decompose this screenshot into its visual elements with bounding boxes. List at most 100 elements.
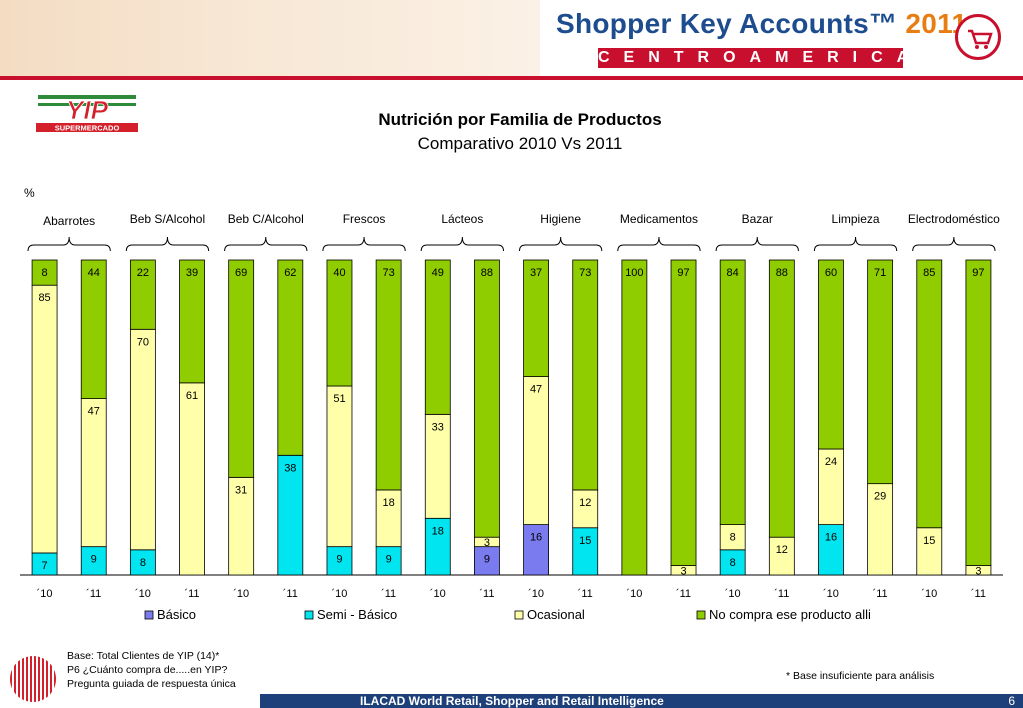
data-label: 84 [727,267,739,279]
group-brace [715,236,799,252]
data-label: 40 [333,267,345,279]
bar-segment [31,284,58,554]
bar-segment [867,483,894,576]
data-label: 9 [336,554,342,566]
data-label: 88 [776,267,788,279]
data-label: 71 [874,267,886,279]
x-tick-label: ´11 [676,588,691,600]
x-tick-label: ´10 [332,588,348,600]
bar-segment [326,385,353,548]
x-tick-label: ´11 [184,588,199,600]
bar-segment [719,524,746,551]
bar-segment [129,259,156,330]
group-label: Bazar [742,212,773,226]
data-label: 7 [42,560,48,572]
group-label: Lácteos [441,212,483,226]
data-label: 18 [383,497,395,509]
bar-segment [572,527,599,576]
data-label: 16 [825,532,837,544]
x-tick-label: ´10 [528,588,544,600]
data-label: 15 [579,535,591,547]
data-label: 3 [975,565,981,577]
group-brace [813,236,898,252]
bar-segment [719,549,746,576]
x-tick-label: ´11 [381,588,396,600]
bar-segment [867,259,894,485]
data-label: 47 [530,384,542,396]
header-banner: Shopper Key Accounts™ 2011 CENTROAMERICA [0,0,1023,82]
data-label: 73 [579,267,591,279]
data-label: 60 [825,267,837,279]
header-title: Shopper Key Accounts™ 2011 [556,8,967,40]
bar-segment [375,259,402,491]
data-label: 22 [137,267,149,279]
bar-segment [719,259,746,526]
data-label: 100 [625,267,643,279]
data-label: 3 [680,565,686,577]
group-label: Abarrotes [43,214,95,228]
data-label: 39 [186,267,198,279]
group-label: Medicamentos [620,212,698,226]
x-tick-label: ´11 [971,588,986,600]
footer-note-line: Base: Total Clientes de YIP (14)* [67,650,220,662]
group-label: Beb S/Alcohol [130,212,205,226]
bar-segment [621,259,648,576]
header-background [0,0,540,76]
data-label: 15 [923,535,935,547]
x-tick-label: ´11 [873,588,888,600]
data-label: 16 [530,532,542,544]
legend-swatch [144,610,154,620]
data-label: 9 [386,554,392,566]
bar-segment [228,476,255,576]
bar-segment [228,259,255,478]
data-label: 70 [137,336,149,348]
bar-segment [818,448,844,525]
insufficient-base-note: * Base insuficiente para análisis [786,670,935,682]
group-label: Electrodoméstico [908,212,1000,226]
x-tick-label: ´11 [479,588,494,600]
data-label: 18 [432,525,444,537]
x-tick-label: ´11 [283,588,298,600]
data-label: 37 [530,267,542,279]
data-label: 31 [235,484,247,496]
data-label: 9 [484,554,490,566]
x-tick-label: ´10 [233,588,249,600]
data-label: 69 [235,267,247,279]
bar-segment [179,259,205,384]
bar-segment [670,259,697,566]
group-label: Higiene [540,212,581,226]
footer-bar-text: ILACAD World Retail, Shopper and Retail … [360,694,664,708]
yip-logo-text: YIP [66,95,109,125]
bar-segment [129,328,156,551]
bar-segment [277,454,304,576]
footer-note-line: Pregunta guiada de respuesta única [67,678,236,690]
bar-segment [523,259,549,377]
data-label: 51 [333,393,345,405]
bar-segment [326,259,353,387]
x-tick-label: ´11 [774,588,789,600]
legend-label: Básico [157,607,196,622]
bar-segment [80,259,107,400]
group-brace [224,236,308,252]
x-tick-label: ´10 [626,588,642,600]
group-brace [27,236,111,252]
data-label: 24 [825,456,837,468]
data-label: 44 [88,267,100,279]
footer-note: Base: Total Clientes de YIP (14)* P6 ¿Cu… [67,649,236,691]
x-tick-label: ´10 [823,588,839,600]
legend-swatch [696,610,706,620]
bar-segment [277,259,304,456]
data-label: 85 [38,292,50,304]
data-label: 12 [579,497,591,509]
data-label: 8 [42,267,48,279]
group-label: Limpieza [832,212,880,226]
group-brace [617,236,701,252]
header-title-main: Shopper Key Accounts™ [556,8,898,39]
data-label: 49 [432,267,444,279]
group-brace [125,236,210,252]
legend-swatch [514,610,524,620]
data-label: 29 [874,491,886,503]
legend-label: Ocasional [527,607,585,622]
x-tick-label: ´11 [578,588,593,600]
